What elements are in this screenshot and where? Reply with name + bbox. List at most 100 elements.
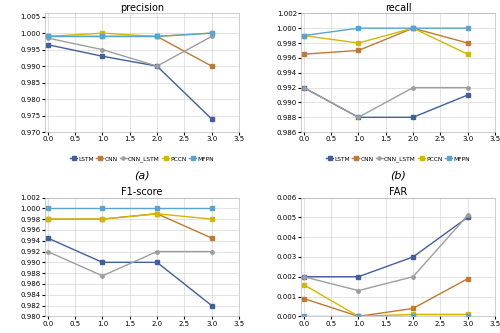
Line: CNN: CNN xyxy=(302,277,470,318)
Line: PCCN: PCCN xyxy=(46,212,213,221)
Line: CNN: CNN xyxy=(46,35,213,68)
PCCN xyxy=(100,31,105,35)
PCCN xyxy=(301,283,307,287)
Line: CNN_LSTM: CNN_LSTM xyxy=(302,86,470,119)
PCCN xyxy=(464,312,470,316)
LSTM xyxy=(44,43,51,47)
PCCN xyxy=(464,52,470,56)
LSTM xyxy=(44,236,51,240)
Line: MFPN: MFPN xyxy=(302,315,470,318)
Line: CNN_LSTM: CNN_LSTM xyxy=(302,213,470,292)
CNN xyxy=(356,49,362,53)
CNN xyxy=(464,41,470,45)
CNN xyxy=(44,217,51,221)
PCCN xyxy=(208,31,214,35)
MFPN xyxy=(208,206,214,210)
Line: CNN: CNN xyxy=(46,212,213,240)
LSTM xyxy=(301,275,307,279)
Text: (a): (a) xyxy=(134,170,150,180)
MFPN xyxy=(100,206,105,210)
MFPN xyxy=(154,206,160,210)
CNN_LSTM xyxy=(208,249,214,253)
CNN xyxy=(100,217,105,221)
CNN xyxy=(100,34,105,38)
CNN_LSTM xyxy=(208,34,214,38)
CNN_LSTM xyxy=(356,115,362,119)
LSTM xyxy=(464,93,470,97)
CNN xyxy=(464,277,470,281)
Line: CNN_LSTM: CNN_LSTM xyxy=(46,35,213,68)
Title: recall: recall xyxy=(384,3,411,13)
MFPN xyxy=(464,314,470,318)
PCCN xyxy=(44,34,51,38)
CNN xyxy=(44,34,51,38)
CNN xyxy=(410,306,416,310)
CNN xyxy=(410,26,416,30)
Legend: LSTM, CNN, CNN_LSTM, PCCN, MFPN: LSTM, CNN, CNN_LSTM, PCCN, MFPN xyxy=(324,154,472,165)
LSTM xyxy=(100,260,105,264)
CNN_LSTM xyxy=(410,86,416,90)
CNN_LSTM xyxy=(44,249,51,253)
Title: FAR: FAR xyxy=(389,187,407,197)
Line: LSTM: LSTM xyxy=(302,215,470,278)
MFPN xyxy=(154,34,160,38)
PCCN xyxy=(100,217,105,221)
LSTM xyxy=(464,215,470,219)
PCCN xyxy=(356,41,362,45)
CNN_LSTM xyxy=(410,275,416,279)
MFPN xyxy=(356,26,362,30)
PCCN xyxy=(301,34,307,38)
LSTM xyxy=(301,86,307,90)
MFPN xyxy=(410,26,416,30)
MFPN xyxy=(100,34,105,38)
LSTM xyxy=(410,255,416,259)
Line: MFPN: MFPN xyxy=(46,206,213,210)
Line: LSTM: LSTM xyxy=(46,236,213,307)
LSTM xyxy=(356,115,362,119)
CNN_LSTM xyxy=(154,64,160,68)
LSTM xyxy=(410,115,416,119)
Line: MFPN: MFPN xyxy=(46,31,213,38)
MFPN xyxy=(464,26,470,30)
Title: precision: precision xyxy=(120,3,164,13)
CNN xyxy=(208,64,214,68)
CNN xyxy=(301,52,307,56)
CNN xyxy=(356,314,362,318)
CNN_LSTM xyxy=(301,86,307,90)
PCCN xyxy=(208,217,214,221)
MFPN xyxy=(44,34,51,38)
CNN xyxy=(301,296,307,300)
MFPN xyxy=(44,206,51,210)
PCCN xyxy=(410,26,416,30)
MFPN xyxy=(301,314,307,318)
LSTM xyxy=(100,54,105,58)
Line: PCCN: PCCN xyxy=(302,26,470,56)
CNN xyxy=(208,236,214,240)
LSTM xyxy=(208,304,214,308)
PCCN xyxy=(154,212,160,216)
PCCN xyxy=(44,217,51,221)
LSTM xyxy=(154,260,160,264)
CNN_LSTM xyxy=(100,274,105,278)
CNN_LSTM xyxy=(44,36,51,40)
CNN_LSTM xyxy=(464,213,470,217)
LSTM xyxy=(208,117,214,121)
CNN_LSTM xyxy=(356,289,362,293)
Legend: LSTM, CNN, CNN_LSTM, PCCN, MFPN: LSTM, CNN, CNN_LSTM, PCCN, MFPN xyxy=(68,154,216,165)
MFPN xyxy=(356,314,362,318)
Title: F1-score: F1-score xyxy=(122,187,162,197)
LSTM xyxy=(356,275,362,279)
Line: LSTM: LSTM xyxy=(46,43,213,121)
Line: PCCN: PCCN xyxy=(46,31,213,38)
PCCN xyxy=(356,314,362,318)
MFPN xyxy=(208,31,214,35)
CNN_LSTM xyxy=(154,249,160,253)
MFPN xyxy=(301,34,307,38)
PCCN xyxy=(154,34,160,38)
Line: PCCN: PCCN xyxy=(302,283,470,318)
Line: CNN_LSTM: CNN_LSTM xyxy=(46,250,213,278)
CNN_LSTM xyxy=(301,275,307,279)
CNN_LSTM xyxy=(464,86,470,90)
Line: MFPN: MFPN xyxy=(302,26,470,37)
CNN xyxy=(154,212,160,216)
